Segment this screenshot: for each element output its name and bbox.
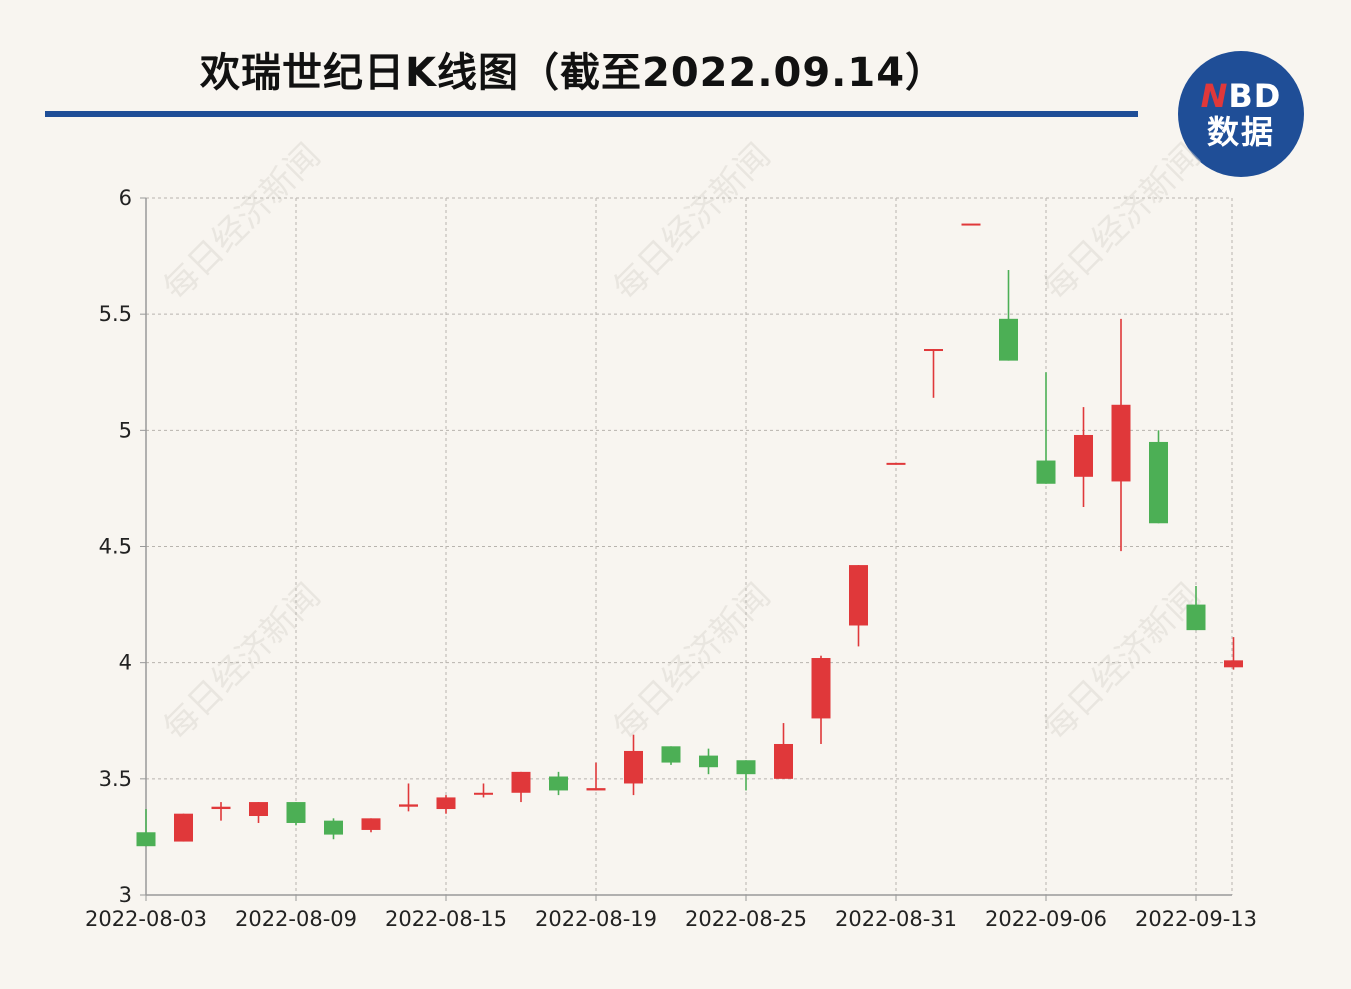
candle-body [661, 746, 681, 763]
candle [774, 723, 793, 779]
axes [140, 197, 1232, 901]
y-tick-label: 4 [119, 651, 132, 675]
candle-body [961, 223, 981, 226]
candle-body [549, 776, 568, 791]
x-tick-label: 2022-08-09 [235, 907, 357, 931]
candle [1074, 407, 1093, 508]
candle-body [174, 813, 193, 842]
x-tick-label: 2022-08-15 [385, 907, 507, 931]
candle [586, 762, 606, 791]
candle-body [699, 755, 718, 768]
candle [999, 270, 1018, 361]
x-tick-label: 2022-09-13 [1135, 907, 1257, 931]
candle [961, 223, 981, 226]
candle [849, 565, 868, 647]
candle-body [511, 771, 531, 793]
candle [474, 783, 493, 798]
candle-body [999, 318, 1018, 361]
y-tick-label: 3.5 [99, 767, 132, 791]
candles [136, 223, 1243, 847]
candle [211, 802, 231, 821]
grid [145, 197, 1233, 895]
candle-body [811, 658, 831, 719]
y-tick-label: 6 [119, 186, 132, 210]
candle-body [1224, 660, 1243, 668]
candle-body [886, 462, 906, 465]
candle [1149, 430, 1168, 524]
candle-body [474, 792, 493, 795]
candle [361, 818, 381, 833]
candle-body [324, 820, 343, 835]
watermark-text: 每日经济新闻 [156, 136, 329, 309]
candle-body [211, 806, 231, 810]
candle-body [586, 788, 606, 791]
x-tick-label: 2022-08-25 [685, 907, 807, 931]
candle-body [286, 802, 306, 823]
candle [699, 748, 718, 775]
candle-body [1186, 604, 1206, 631]
candle [399, 783, 418, 812]
candle-body [399, 804, 418, 807]
nbd-logo: NBD 数据 [1178, 51, 1304, 177]
candle [136, 809, 156, 847]
candle-body [1149, 441, 1168, 524]
candle [549, 771, 568, 796]
watermark-text: 每日经济新闻 [1036, 576, 1209, 749]
candle-body [1074, 434, 1093, 477]
x-tick-label: 2022-08-31 [835, 907, 957, 931]
candle [811, 655, 831, 744]
y-tick-label: 4.5 [99, 535, 132, 559]
y-tick-label: 5 [119, 418, 132, 442]
candle [624, 734, 643, 796]
candle-body [924, 349, 943, 352]
candle-body [624, 750, 643, 784]
x-tick-label: 2022-08-03 [85, 907, 207, 931]
candle [924, 349, 943, 398]
x-tick-label: 2022-09-06 [985, 907, 1107, 931]
candle [1224, 637, 1243, 670]
candle [886, 462, 906, 465]
candle-body [849, 565, 868, 626]
candle [1036, 372, 1056, 484]
candle-body [436, 797, 456, 810]
x-tick-label: 2022-08-19 [535, 907, 657, 931]
candle-body [136, 832, 156, 847]
candle-body [1111, 404, 1131, 482]
candle [661, 746, 681, 765]
candle [511, 771, 531, 803]
watermark-text: 每日经济新闻 [1036, 136, 1209, 309]
candle [1111, 318, 1131, 552]
y-tick-label: 5.5 [99, 302, 132, 326]
candle [249, 802, 268, 823]
candle [1186, 585, 1206, 631]
title-underline [45, 111, 1138, 117]
candle [736, 760, 756, 791]
watermark-text: 每日经济新闻 [606, 136, 779, 309]
candle [174, 813, 193, 842]
candle-body [361, 818, 381, 830]
candle [324, 818, 343, 840]
candle-body [774, 743, 793, 779]
candle [286, 802, 306, 826]
candle-body [249, 802, 268, 817]
candle-body [1036, 460, 1056, 484]
chart-title: 欢瑞世纪日K线图（截至2022.09.14） [200, 50, 947, 96]
y-tick-label: 3 [119, 883, 132, 907]
candle-body [736, 760, 756, 775]
axis-labels: 3 3.5 4 4.5 5 5.5 6 2022-08-03 2022-08-09 2022-08… [85, 186, 1257, 931]
candle [436, 795, 456, 814]
